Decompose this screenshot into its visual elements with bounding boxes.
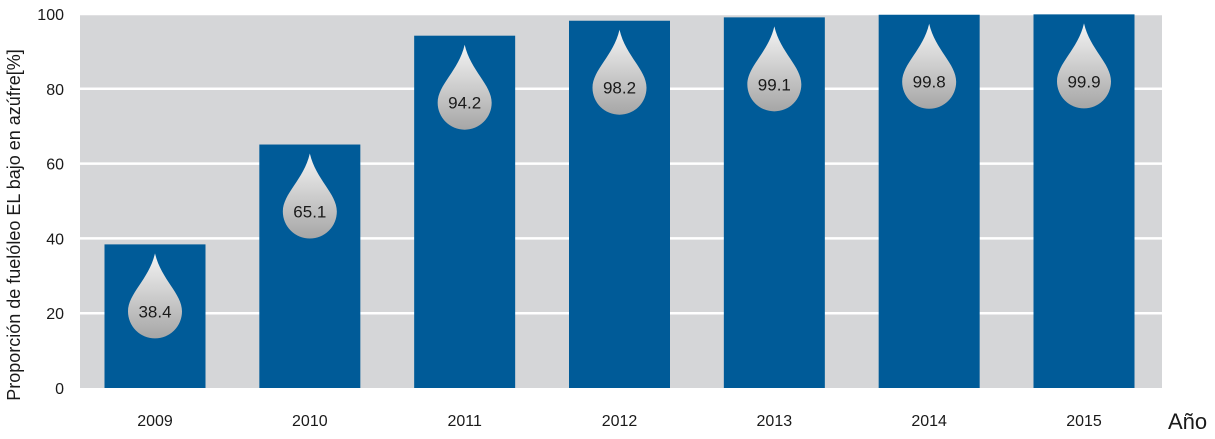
y-tick-label: 40	[46, 231, 64, 248]
drop-marker-2015	[1057, 23, 1111, 109]
data-label-2009: 38.4	[138, 302, 171, 321]
x-tick-label-2013: 2013	[757, 413, 793, 430]
drop-marker-2009	[128, 253, 182, 339]
x-tick-label-2012: 2012	[602, 413, 638, 430]
drop-marker-2013	[747, 26, 802, 112]
x-tick-label-2011: 2011	[447, 413, 482, 430]
drop-marker-2011	[437, 44, 492, 130]
drop-marker-2010	[282, 153, 337, 239]
bars	[104, 14, 1135, 389]
x-tick-label-2015: 2015	[1066, 413, 1102, 430]
x-tick-label-2014: 2014	[911, 413, 947, 430]
y-axis-label: Proporción de fuelóleo EL bajo en azúfre…	[4, 49, 24, 401]
value-drops: 38.4 65.1 94.2 98.2 99.1 99.8 99.9	[128, 23, 1111, 339]
x-tick-label-2010: 2010	[292, 413, 328, 430]
y-tick-label: 60	[46, 157, 64, 174]
data-label-2012: 98.2	[603, 79, 636, 98]
x-tick-label-2009: 2009	[137, 413, 173, 430]
y-tick-label: 100	[37, 7, 64, 24]
data-label-2015: 99.9	[1067, 72, 1100, 91]
y-tick-label: 80	[46, 82, 64, 99]
data-label-2014: 99.8	[913, 73, 946, 92]
y-axis-ticks: 0 20 40 60 80 100	[37, 7, 64, 398]
y-tick-label: 0	[55, 381, 64, 398]
x-axis-label: Año	[1168, 409, 1207, 434]
drop-marker-2014	[902, 23, 957, 109]
drop-marker-2012	[592, 29, 647, 115]
data-label-2010: 65.1	[293, 203, 326, 222]
x-axis-ticks: 2009 2010 2011 2012 2013 2014 2015	[137, 413, 1102, 430]
data-label-2013: 99.1	[758, 75, 791, 94]
y-tick-label: 20	[46, 306, 64, 323]
data-label-2011: 94.2	[448, 94, 481, 113]
